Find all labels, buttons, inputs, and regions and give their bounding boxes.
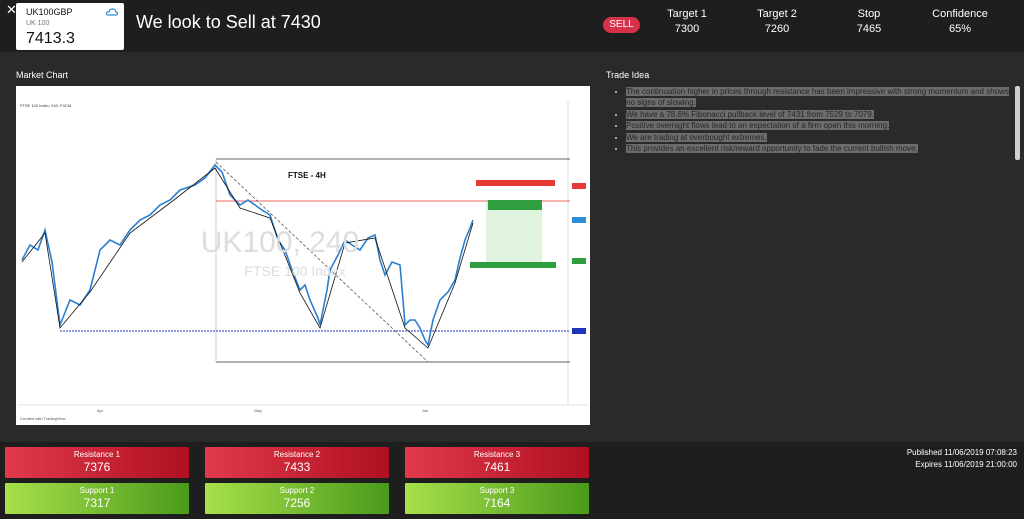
bullet: We are trading at overbought extremes. — [626, 132, 1010, 143]
level-label: Resistance 3 — [473, 450, 521, 459]
support-box: Support 3 7164 — [405, 483, 589, 514]
resistance-box: Resistance 3 7461 — [405, 447, 589, 478]
stat-value: 65% — [948, 23, 972, 35]
level-label: Support 2 — [279, 486, 315, 495]
stat-label: Target 1 — [667, 8, 707, 20]
level-label: Resistance 2 — [273, 450, 321, 459]
cloud-icon — [106, 8, 118, 16]
trade-idea: The continuation higher in prices throug… — [606, 86, 1010, 154]
bullet: This provides an excellent risk/reward o… — [626, 143, 1010, 154]
scrollbar[interactable] — [1015, 86, 1020, 160]
stat-value: 7260 — [764, 23, 790, 35]
level-value: 7433 — [283, 460, 311, 474]
symbol: UK100GBP — [26, 7, 73, 17]
bullet-text: We have a 78.6% Fibonacci pullback level… — [626, 109, 875, 119]
stat-label: Stop — [857, 8, 881, 20]
expiry-time: Expires 11/06/2019 21:00:00 — [915, 460, 1017, 469]
top-bar — [0, 0, 1024, 52]
headline: We look to Sell at 7430 — [136, 12, 321, 32]
stat-label: Confidence — [932, 8, 988, 20]
section-title: Market Chart — [16, 70, 69, 80]
level-label: Support 3 — [479, 486, 515, 495]
section-title: Trade Idea — [606, 70, 650, 80]
symbol-name: UK 100 — [26, 20, 50, 27]
stat-label: Target 2 — [757, 8, 797, 20]
stat-value: 7465 — [856, 23, 882, 35]
published-time: Published 11/06/2019 07:08:23 — [906, 448, 1017, 457]
month-label: Apr — [97, 408, 104, 413]
chart-label: FTSE - 4H — [288, 171, 326, 180]
stat: Stop 7465 — [824, 8, 914, 35]
stat: Target 2 7260 — [732, 8, 822, 35]
stat: Target 1 7300 — [642, 8, 732, 35]
bullet-text: This provides an excellent risk/reward o… — [626, 144, 918, 154]
bullet-text: Positive overnight flows lead to an expe… — [626, 121, 890, 131]
series-label: FTSE 100 Index, 240, FXCM — [20, 103, 71, 108]
support-box: Support 2 7256 — [205, 483, 389, 514]
level-value: 7256 — [283, 496, 311, 510]
bullet: We have a 78.6% Fibonacci pullback level… — [626, 109, 1010, 120]
watermark: UK100, 240 — [201, 226, 359, 259]
level-value: 7317 — [83, 496, 111, 510]
resistance-box: Resistance 2 7433 — [205, 447, 389, 478]
stat: Confidence 65% — [915, 8, 1005, 35]
resistance-box: Resistance 1 7376 — [5, 447, 189, 478]
bullet: Positive overnight flows lead to an expe… — [626, 120, 1010, 131]
ticker-card: UK100GBP UK 100 7413.3 — [16, 3, 124, 50]
month-label: May — [254, 408, 262, 413]
level-label: Resistance 1 — [73, 450, 121, 459]
level-label: Support 1 — [79, 486, 115, 495]
support-box: Support 1 7317 — [5, 483, 189, 514]
bullet: The continuation higher in prices throug… — [626, 86, 1010, 109]
level-value: 7461 — [483, 460, 511, 474]
level-value: 7164 — [483, 496, 511, 510]
bullet-text: The continuation higher in prices throug… — [626, 87, 1009, 108]
chart-image: UK100, 240 FTSE 100 Index FTSE - 4H FTSE 10… — [16, 86, 590, 425]
credit: Created with TradingView — [20, 416, 66, 421]
signal-badge: SELL — [603, 17, 640, 33]
month-label: Jun — [422, 408, 428, 413]
watermark-sub: FTSE 100 Index — [244, 263, 345, 279]
bullet-text: We are trading at overbought extremes. — [626, 132, 767, 142]
market-chart: UK100, 240 FTSE 100 Index FTSE - 4H FTSE 10… — [16, 86, 590, 425]
price: 7413.3 — [26, 30, 75, 47]
level-value: 7376 — [83, 460, 111, 474]
close-button[interactable]: ✕ — [6, 2, 17, 17]
stat-value: 7300 — [674, 23, 700, 35]
